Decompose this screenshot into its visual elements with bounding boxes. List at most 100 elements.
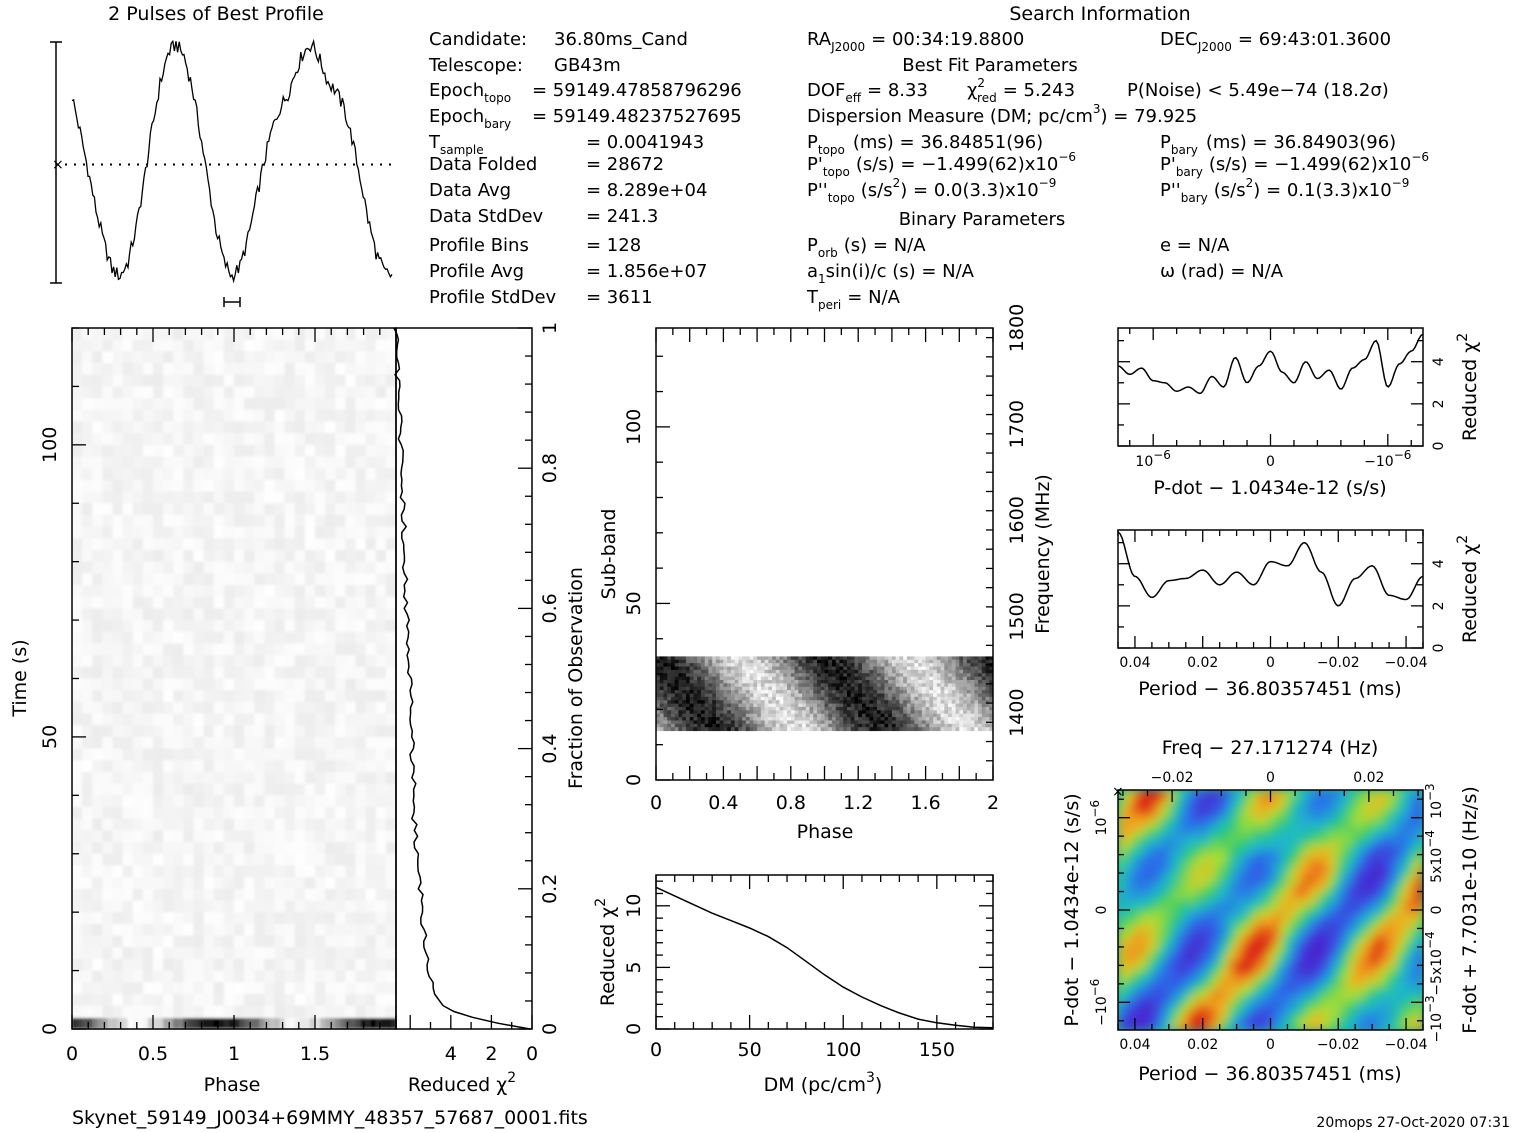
dm-xticklabels: 0 50 100 150 [650, 1039, 955, 1061]
subband-xtick: 1.2 [843, 792, 873, 814]
period-ytick: 0 [1431, 644, 1447, 653]
time-phase-ticks [71, 327, 397, 1030]
time-chi2-ylabel: Fraction of Observation [565, 567, 587, 789]
ppdot-freq-tick: 0.02 [1353, 770, 1384, 786]
profile-title: 2 Pulses of Best Profile [108, 3, 324, 25]
dm-frame [655, 874, 994, 1030]
ppdot-ylabel: P-dot − 1.0434e-12 (s/s) [1061, 793, 1083, 1026]
dm-ticks [655, 875, 994, 1030]
ppdot-freq-tick: −0.02 [1151, 770, 1194, 786]
subband-freq-tick: 1400 [1006, 689, 1028, 737]
subband-ylabel: Sub-band [598, 509, 620, 600]
dm-line: Dispersion Measure (DM; pc/cm3) = 79.925 [807, 102, 1197, 127]
pdot-ytick: 0 [1431, 442, 1447, 451]
time-phase-yticklabels: 0 50 100 [39, 427, 61, 1035]
subband-freq-tick: 1600 [1006, 496, 1028, 544]
time-chi2-ytick: 0 [539, 1023, 561, 1035]
period-ticks [1117, 530, 1424, 649]
time-chi2-ytick: 0.2 [539, 874, 561, 904]
ppdot-ytick: −10−6 [1088, 979, 1110, 1026]
ppdot-fdot-tick: −10−3 [1423, 995, 1445, 1042]
ppdot-best-marker: × [1112, 784, 1124, 800]
chi2-line: χ2 red = 5.243 [967, 76, 1075, 105]
period-xlabel: Period − 36.80357451 (ms) [1138, 678, 1401, 700]
time-phase-xtick: 0.5 [138, 1043, 168, 1065]
info-left-value: = 28672 [586, 154, 664, 175]
subband-freq-label: Frequency (MHz) [1032, 474, 1054, 634]
dm-xtick: 0 [650, 1039, 662, 1061]
subband-ytick: 100 [623, 409, 645, 445]
ppdot-freq-ticklabels: −0.02 0 0.02 [1151, 770, 1385, 786]
time-chi2-panel: 4 2 0 0 0.2 0.4 0.6 0.8 1 Reduced χ2 Fraction o… [393, 322, 587, 1096]
pdot-topo-line: P'topo (s/s) = −1.499(62)x10−6 [807, 150, 1076, 179]
time-phase-ylabel: Time (s) [9, 639, 31, 717]
subband-freq-tick: 1800 [1006, 304, 1028, 352]
subband-freq-ticklabels: 1400 1500 1600 1700 1800 [1006, 304, 1028, 737]
time-phase-ytick: 100 [39, 427, 61, 463]
info-left-value: = 3611 [586, 287, 653, 308]
dm-xtick: 150 [919, 1039, 955, 1061]
dm-ytick: 5 [623, 961, 645, 973]
ppdot-xtick: 0.04 [1119, 1037, 1150, 1053]
info-left-column: Candidate: 36.80ms_Cand Telescope: GB43m Epo… [428, 29, 742, 308]
p-bary-line: Pbary (ms) = 36.84903(96) [1160, 132, 1396, 157]
search-info-title: Search Information [1009, 3, 1190, 25]
info-left-row: Candidate: [429, 29, 527, 50]
info-left-row: Profile StdDev [429, 287, 557, 308]
info-left-row: Profile Avg [429, 261, 524, 282]
pdot-xtick: 0 [1266, 454, 1275, 470]
subband-ticks [655, 328, 994, 781]
time-chi2-xlabel: Reduced χ2 [408, 1070, 516, 1096]
info-left-value: = 8.289e+04 [586, 180, 707, 201]
subband-ytick: 0 [623, 774, 645, 786]
time-phase-panel: 0 0.5 1 1.5 0 50 100 Phase Time (s) [9, 327, 397, 1096]
ppdot-freq-tick: 0 [1266, 770, 1275, 786]
info-left-row: Profile Bins [429, 235, 529, 256]
subband-xtick: 1.6 [910, 792, 940, 814]
info-left-value: 36.80ms_Cand [554, 29, 688, 50]
ppdot-xtick: 0 [1266, 1037, 1275, 1053]
subband-freq-tick: 1700 [1006, 400, 1028, 448]
subband-xtick: 2 [987, 792, 999, 814]
subband-panel: 0 0.4 0.8 1.2 1.6 2 0 50 100 1400 1500 1600 1700 18… [598, 304, 1054, 843]
info-left-value: = 128 [586, 235, 641, 256]
period-chi2-line [1117, 531, 1424, 607]
pdot-chi2-line [1117, 333, 1424, 395]
info-left-value: = 1.856e+07 [586, 261, 707, 282]
info-left-row: Data Avg [429, 180, 511, 201]
dm-xtick: 100 [825, 1039, 861, 1061]
ppdot-fdot-tick: −5x10−4 [1423, 931, 1445, 995]
time-phase-ytick: 0 [39, 1023, 61, 1035]
pdot-yticklabels: 0 2 4 [1431, 357, 1447, 450]
period-frame [1117, 529, 1424, 649]
ppdot-panel: Freq − 27.171274 (Hz) × 0.04 0.02 0 −0.02 −0… [1061, 737, 1481, 1085]
period-ytick: 2 [1431, 601, 1447, 610]
period-yticklabels: 0 2 4 [1431, 559, 1447, 652]
period-panel: 0.04 0.02 0 −0.02 −0.04 0 2 4 Period − 36.8035… [1117, 529, 1481, 700]
subband-yticklabels: 0 50 100 [623, 409, 645, 786]
ppdot-title: Freq − 27.171274 (Hz) [1162, 737, 1379, 759]
time-phase-ytick: 50 [39, 725, 61, 749]
time-chi2-xtick: 4 [445, 1043, 457, 1065]
dm-ytick: 0 [623, 1023, 645, 1035]
ra-line: RAJ2000 = 00:34:19.8800 [807, 29, 1024, 54]
info-left-value: GB43m [554, 55, 621, 76]
info-left-row: Epochbary [429, 106, 511, 131]
time-phase-xtick: 1.5 [300, 1043, 330, 1065]
pdot-xticklabels: 10−6 0 −10−6 [1135, 448, 1411, 470]
ppdot-xticklabels: 0.04 0.02 0 −0.02 −0.04 [1119, 1037, 1427, 1053]
time-chi2-line [393, 327, 531, 1030]
period-xtick: 0 [1266, 655, 1275, 671]
dm-chi2-line [655, 886, 994, 1029]
ppdot-xlabel: Period − 36.80357451 (ms) [1138, 1063, 1401, 1085]
subband-xtick: 0 [650, 792, 662, 814]
ppdot-ticks [1117, 790, 1424, 1030]
dm-xlabel: DM (pc/cm3) [764, 1070, 883, 1096]
time-chi2-ytick: 0.6 [539, 593, 561, 623]
pdot-ytick: 2 [1431, 399, 1447, 408]
period-ylabel: Reduced χ2 [1455, 535, 1481, 643]
pdot-ytick: 4 [1431, 357, 1447, 366]
binary-title: Binary Parameters [899, 209, 1066, 230]
ppdot-fdot-ticklabels: −10−3−5x10−4 0 5x10−4 10−3 [1423, 783, 1445, 1042]
best-fit-title: Best Fit Parameters [902, 55, 1077, 76]
